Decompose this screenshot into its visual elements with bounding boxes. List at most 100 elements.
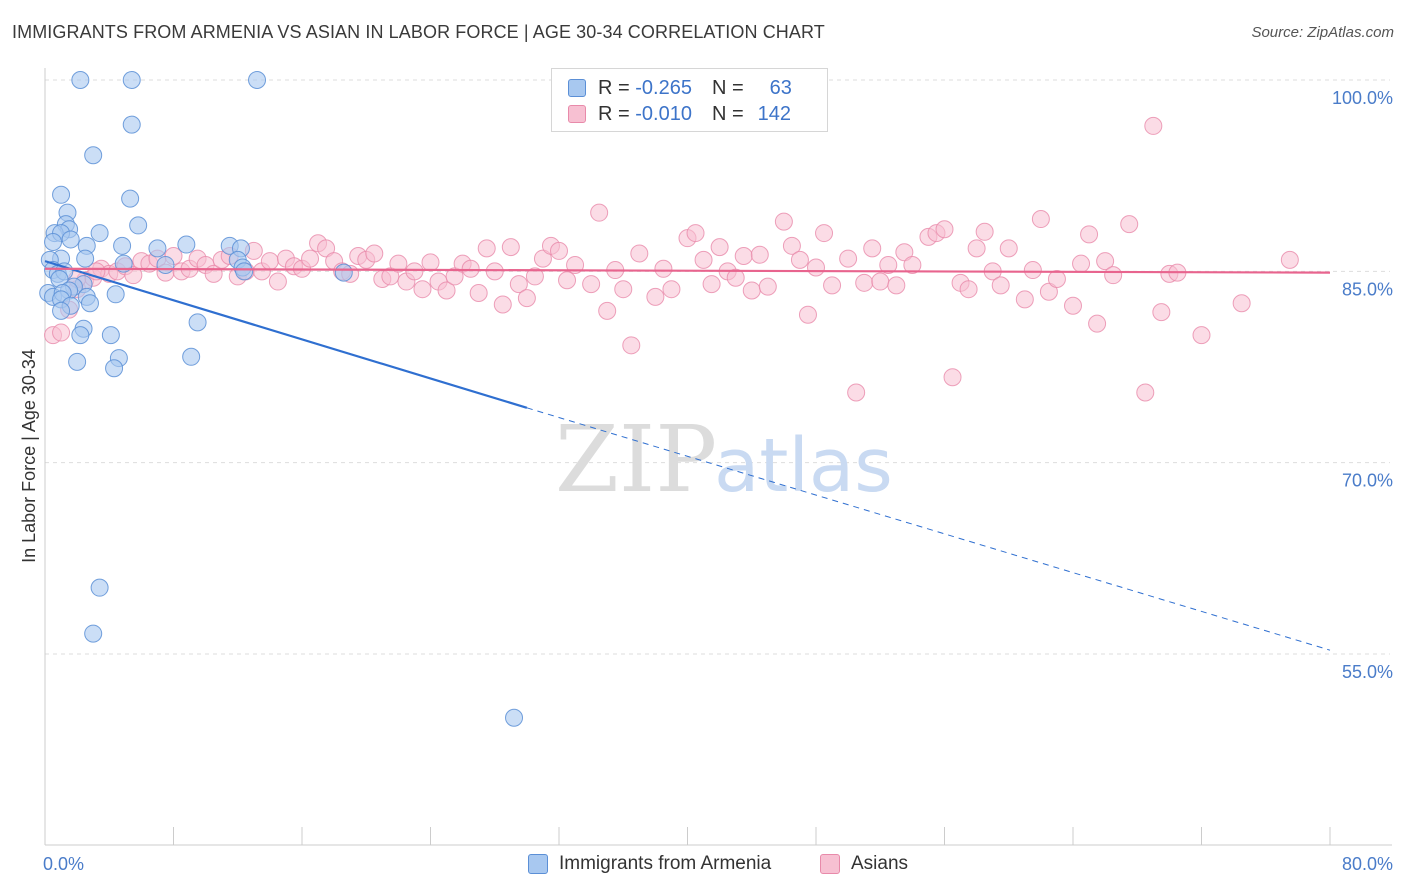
data-point-armenia xyxy=(182,347,201,366)
data-point-asians xyxy=(662,280,681,299)
data-point-asians xyxy=(742,281,761,300)
data-point-asians xyxy=(1064,296,1082,315)
data-point-asians xyxy=(533,249,552,268)
data-point-asians xyxy=(839,249,858,268)
data-point-armenia xyxy=(148,239,167,258)
data-point-asians xyxy=(389,254,408,273)
data-point-asians xyxy=(807,258,825,277)
data-point-armenia xyxy=(71,71,90,89)
data-point-asians xyxy=(702,275,721,294)
data-point-asians xyxy=(1031,210,1050,229)
data-point-armenia xyxy=(52,185,71,204)
x-tick-label: 0.0% xyxy=(43,854,84,874)
bottom-legend-swatch-asians xyxy=(820,854,840,874)
data-point-asians xyxy=(863,239,882,258)
data-point-asians xyxy=(790,250,809,269)
data-point-asians xyxy=(268,272,287,291)
data-point-asians xyxy=(646,287,665,306)
data-point-armenia xyxy=(71,326,90,345)
y-tick-label: 85.0% xyxy=(1342,279,1393,299)
data-point-asians xyxy=(52,323,71,342)
data-point-asians xyxy=(614,280,633,299)
data-point-armenia xyxy=(105,359,124,378)
trendline-asians xyxy=(44,267,1331,274)
chart-title: IMMIGRANTS FROM ARMENIA VS ASIAN IN LABO… xyxy=(12,22,825,42)
data-point-asians xyxy=(999,239,1018,258)
data-point-asians xyxy=(1192,326,1211,345)
legend-n-value: 63 xyxy=(769,76,792,99)
legend-swatch-asians xyxy=(568,105,586,123)
data-point-asians xyxy=(710,238,729,257)
bottom-legend-armenia: Immigrants from Armenia xyxy=(528,850,771,878)
data-point-asians xyxy=(550,241,568,260)
y-tick-label: 70.0% xyxy=(1342,471,1393,491)
data-point-armenia xyxy=(248,71,267,89)
data-point-asians xyxy=(654,259,673,278)
data-point-asians xyxy=(260,252,279,271)
data-point-asians xyxy=(815,224,834,243)
points-layer xyxy=(39,71,1299,727)
data-point-asians xyxy=(509,275,528,294)
data-point-asians xyxy=(935,220,954,239)
data-point-asians xyxy=(855,273,874,292)
data-point-armenia xyxy=(68,352,87,371)
data-point-armenia xyxy=(61,230,80,249)
data-point-asians xyxy=(1023,261,1042,280)
bottom-legend-label-armenia: Immigrants from Armenia xyxy=(559,853,772,874)
data-point-asians xyxy=(774,212,793,231)
watermark-zip: ZIP xyxy=(555,406,717,513)
legend-row-armenia: R = -0.265 N = 63 xyxy=(568,75,792,101)
data-point-asians xyxy=(381,267,400,286)
data-point-armenia xyxy=(121,189,140,208)
data-point-asians xyxy=(975,222,994,241)
legend-r-value: -0.265 xyxy=(635,76,692,99)
data-point-asians xyxy=(469,284,488,303)
data-point-asians xyxy=(726,268,745,287)
watermark-atlas: atlas xyxy=(714,423,893,509)
data-point-armenia xyxy=(76,249,95,268)
data-point-armenia xyxy=(90,578,109,597)
data-point-armenia xyxy=(84,146,103,165)
data-point-asians xyxy=(823,276,842,295)
data-point-armenia xyxy=(106,285,125,304)
data-point-armenia xyxy=(177,235,196,254)
legend-r-value: -0.010 xyxy=(635,102,692,125)
data-point-asians xyxy=(991,276,1010,295)
data-point-armenia xyxy=(122,115,141,134)
ticks-layer: 100.0% 85.0% 70.0% 55.0% 0.0% 80.0% xyxy=(43,88,1393,874)
data-point-armenia xyxy=(235,262,254,281)
trendline-armenia-dashed xyxy=(526,407,1331,651)
data-point-asians xyxy=(1096,252,1115,271)
data-point-armenia xyxy=(101,326,120,345)
data-point-asians xyxy=(582,275,601,294)
data-point-asians xyxy=(879,255,898,274)
bottom-legend-swatch-armenia xyxy=(528,854,548,874)
data-point-asians xyxy=(525,267,544,286)
data-point-asians xyxy=(1080,225,1099,244)
data-point-asians xyxy=(887,276,906,295)
data-point-asians xyxy=(124,266,143,285)
data-point-asians xyxy=(445,267,464,286)
data-point-armenia xyxy=(80,294,99,313)
data-point-asians xyxy=(1015,290,1034,309)
data-point-asians xyxy=(782,236,801,255)
data-point-asians xyxy=(622,336,641,355)
data-point-asians xyxy=(558,271,577,290)
data-point-armenia xyxy=(188,313,207,332)
data-point-asians xyxy=(477,239,496,258)
y-tick-label: 100.0% xyxy=(1332,88,1393,108)
trendline-armenia-solid xyxy=(44,260,528,409)
legend-row-asians: R = -0.010 N = 142 xyxy=(568,101,791,127)
data-point-armenia xyxy=(156,255,175,274)
data-point-asians xyxy=(590,203,609,222)
bottom-legend-asians: Asians xyxy=(820,850,908,878)
data-point-asians xyxy=(847,383,866,402)
data-point-armenia xyxy=(44,232,63,251)
data-point-asians xyxy=(1136,383,1155,402)
data-point-armenia xyxy=(84,624,103,643)
data-point-asians xyxy=(566,255,585,274)
data-point-asians xyxy=(461,259,480,278)
data-point-asians xyxy=(501,238,520,257)
data-point-asians xyxy=(959,280,978,299)
